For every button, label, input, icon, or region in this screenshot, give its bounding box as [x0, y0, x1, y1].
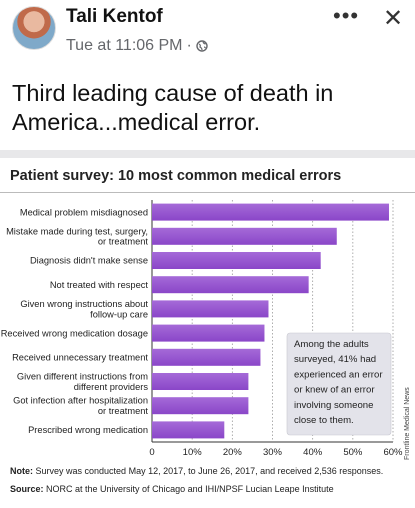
category-label: Not treated with respect: [50, 280, 149, 290]
bar: [152, 203, 389, 221]
category-label: Got infection after hospitalization or tr…: [13, 396, 148, 416]
x-tick-label: 30%: [263, 447, 283, 458]
x-tick-label: 0: [149, 447, 154, 458]
post-image[interactable]: Patient survey: 10 most common medical e…: [0, 150, 415, 508]
x-tick-label: 10%: [183, 447, 203, 458]
bar: [152, 421, 225, 439]
more-options-icon[interactable]: •••: [333, 3, 360, 28]
category-label: Medical problem misdiagnosed: [20, 207, 148, 217]
bar-chart: Medical problem misdiagnosed Mistake made…: [1, 200, 411, 460]
source-text: NORC at the University of Chicago and IH…: [46, 484, 334, 494]
callout-text: Among the adults: [294, 339, 369, 350]
callout-text: surveyed, 41% had: [294, 354, 376, 365]
post-text: Third leading cause of death in America.…: [12, 80, 334, 135]
callout-text: or knew of an error: [294, 385, 375, 396]
chart-source: Source: NORC at the University of Chicag…: [10, 484, 334, 494]
callout-text: involving someone: [294, 400, 373, 411]
category-label: Mistake made during test, surgery, or tre…: [6, 226, 148, 246]
bar: [152, 276, 309, 294]
category-label: Received unnecessary treatment: [12, 353, 148, 363]
note-text: Survey was conducted May 12, 2017, to Ju…: [35, 466, 384, 476]
post-header: Tali Kentof Tue at 11:06 PM · ••• ✕: [0, 0, 415, 70]
callout-box: [286, 332, 392, 436]
callout-text: close to them.: [294, 415, 354, 426]
post-time[interactable]: Tue at 11:06 PM: [66, 37, 183, 54]
post-author[interactable]: Tali Kentof: [66, 6, 163, 27]
callout-text: experienced an error: [294, 369, 383, 380]
note-label: Note:: [10, 466, 33, 476]
x-tick-label: 50%: [343, 447, 363, 458]
title-divider: [0, 192, 415, 193]
bar: [152, 324, 265, 342]
meta-separator: ·: [186, 37, 192, 54]
credit-text: Frontline Medical News: [404, 387, 411, 460]
category-label: Given different instructions from differe…: [17, 372, 148, 392]
category-label: Given wrong instructions about follow-up …: [20, 299, 148, 319]
globe-icon: [196, 40, 208, 52]
bar: [152, 227, 337, 245]
x-tick-label: 60%: [383, 447, 403, 458]
bar: [152, 252, 321, 269]
source-label: Source:: [10, 484, 44, 494]
post-meta: Tue at 11:06 PM ·: [66, 37, 208, 55]
bar: [152, 373, 249, 390]
x-tick-label: 20%: [223, 447, 243, 458]
chart-note: Note: Survey was conducted May 12, 2017,…: [10, 466, 383, 476]
category-label: Diagnosis didn't make sense: [30, 256, 148, 266]
chart-title: Patient survey: 10 most common medical e…: [10, 168, 342, 184]
avatar[interactable]: [12, 6, 56, 50]
category-label: Prescribed wrong medication: [28, 425, 148, 435]
bar: [152, 397, 249, 415]
close-icon[interactable]: ✕: [383, 5, 404, 32]
x-tick-label: 40%: [303, 447, 323, 458]
bar: [152, 348, 261, 366]
bar: [152, 300, 269, 318]
category-label: Received wrong medication dosage: [1, 328, 148, 338]
